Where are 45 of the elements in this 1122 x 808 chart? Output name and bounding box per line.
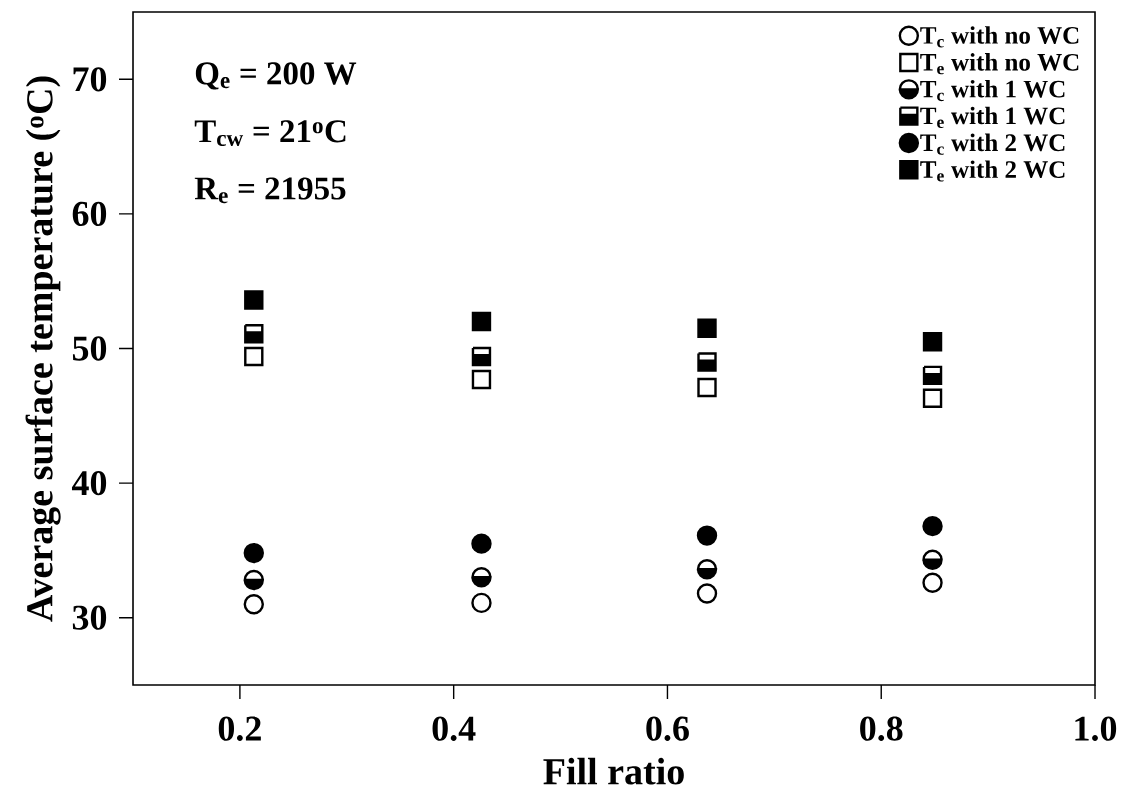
legend-label: T$_{e}$ with no WC [920,53,1079,75]
x-tick-label: 1.0 [1075,716,1117,741]
x-tick-label: 0.4 [432,716,476,741]
annotation: R$_{e}$ = 21955 [194,177,346,204]
point [243,542,264,564]
point [922,388,943,408]
point [922,332,943,352]
legend-label: T$_{c}$ with no WC [920,26,1079,48]
x-tick-label: 0.8 [860,716,903,741]
point [471,369,492,390]
legend-label: T$_{c}$ with 2 WC [920,133,1065,155]
point [471,592,492,614]
x-tick-label: 0.2 [218,716,261,741]
point [922,572,943,593]
point [696,525,718,546]
point [697,377,717,398]
point [922,365,943,386]
point [243,594,264,615]
y-axis-title: Average surface temperature ($^{o}$C) [25,76,61,622]
point [471,567,492,588]
point [471,346,492,367]
y-tick-label: 30 [72,605,107,630]
y-tick-label: 40 [71,470,107,496]
point [696,583,718,604]
legend-label: T$_{e}$ with 2 WC [920,160,1065,182]
x-tick-label: 0.6 [646,716,689,741]
x-axis-title: Fill ratio [543,757,684,785]
legend-label: T$_{e}$ with 1 WC [920,106,1065,128]
y-tick-label: 60 [72,201,107,227]
y-tick-label: 50 [72,336,107,361]
point [243,569,264,591]
point [696,559,718,580]
point [697,318,717,338]
point [244,290,264,310]
y-tick-label: 70 [73,67,107,92]
point [697,352,717,372]
point [922,549,943,571]
point [471,533,492,554]
point [244,346,264,367]
legend-label: T$_{c}$ with 1 WC [920,79,1065,102]
annotation: T$_{cw}$ = 21$^{o}$C [194,120,346,147]
point [471,311,492,332]
annotation: Q$_{e}$ = 200 W [195,62,357,90]
point [922,515,943,537]
point [244,323,264,344]
